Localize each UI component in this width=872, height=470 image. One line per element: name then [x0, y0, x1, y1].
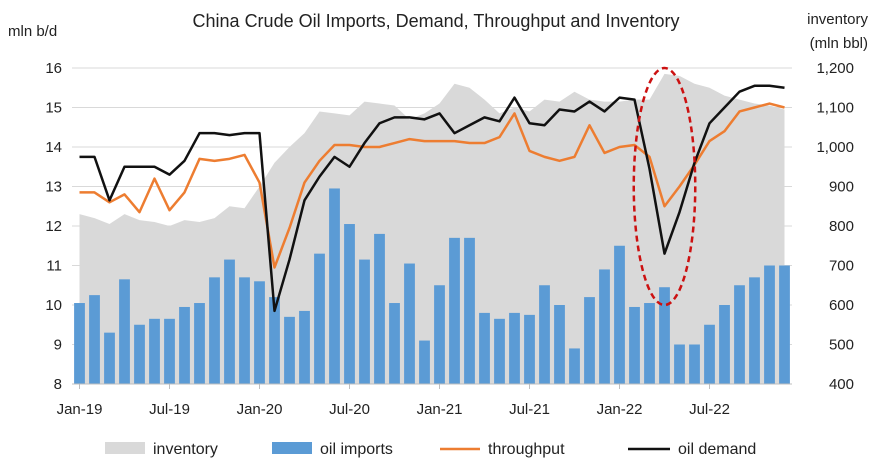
oil-imports-bar	[104, 332, 115, 384]
oil-imports-bar	[389, 303, 400, 384]
x-tick-label: Jan-19	[57, 401, 103, 418]
legend-label-oil-demand: oil demand	[678, 441, 756, 458]
oil-imports-bar	[734, 285, 745, 384]
x-tick-label: Jan-21	[417, 401, 463, 418]
y-right-tick-label: 1,000	[816, 139, 854, 156]
oil-imports-bar	[134, 324, 145, 384]
legend-swatch-oil-imports	[272, 442, 312, 454]
x-tick-label: Jul-22	[689, 401, 730, 418]
oil-imports-bar	[569, 348, 580, 384]
y-left-tick-label: 14	[45, 139, 62, 156]
oil-imports-bar	[704, 324, 715, 384]
oil-imports-bar	[419, 340, 430, 384]
oil-imports-bar	[239, 277, 250, 384]
legend-label-oil-imports: oil imports	[320, 441, 393, 458]
oil-imports-bar	[119, 279, 130, 384]
x-tick-label: Jul-19	[149, 401, 190, 418]
oil-imports-bar	[509, 312, 520, 384]
legend-label-throughput: throughput	[488, 441, 565, 458]
oil-imports-bar	[479, 312, 490, 384]
y-right-tick-label: 900	[829, 179, 854, 196]
oil-imports-bar	[179, 306, 190, 384]
highlight-ellipse	[632, 66, 697, 307]
legend: inventory oil imports throughput oil dem…	[105, 441, 756, 458]
oil-imports-bar	[344, 224, 355, 384]
y-right-tick-label: 700	[829, 258, 854, 275]
oil-imports-bar	[224, 259, 235, 384]
oil-imports-bar	[494, 318, 505, 384]
oil-imports-bar	[329, 188, 340, 384]
oil-imports-bar	[599, 269, 610, 384]
y-left-tick-label: 12	[45, 218, 62, 235]
y-left-tick-label: 15	[45, 100, 62, 117]
oil-imports-bar	[404, 263, 415, 384]
oil-imports-bar	[659, 287, 670, 384]
oil-imports-bar	[629, 306, 640, 384]
oil-imports-bar	[359, 259, 370, 384]
y-axis-right-title-line2: (mln bbl)	[810, 35, 868, 52]
y-left-tick-label: 9	[54, 337, 62, 354]
x-tick-label: Jul-21	[509, 401, 550, 418]
y-axis-right-title-line1: inventory	[807, 11, 868, 28]
y-right-tick-label: 800	[829, 218, 854, 235]
oil-imports-bar	[749, 277, 760, 384]
oil-imports-bar	[719, 305, 730, 384]
x-tick-label: Jan-22	[597, 401, 643, 418]
oil-imports-bar	[644, 303, 655, 384]
highlight-layer	[632, 66, 697, 307]
oil-imports-bar	[299, 310, 310, 384]
oil-imports-bar	[764, 265, 775, 384]
oil-imports-bar	[614, 245, 625, 384]
y-right-tick-label: 1,100	[816, 100, 854, 117]
oil-demand-line	[79, 84, 785, 313]
legend-swatch-inventory	[105, 442, 145, 454]
y-right-tick-label: 1,200	[816, 60, 854, 77]
x-tick-label: Jan-20	[237, 401, 283, 418]
x-tick-label: Jul-20	[329, 401, 370, 418]
axes-layer: 8 9 10 11 12 13 14 15 16 400 500 600 700 800 900 1,000 1…	[45, 60, 854, 418]
y-left-tick-label: 8	[54, 376, 62, 393]
oil-imports-bar	[284, 316, 295, 384]
oil-imports-bar	[584, 297, 595, 384]
throughput-line	[79, 102, 785, 269]
oil-imports-bar	[779, 265, 790, 384]
oil-imports-bar	[689, 344, 700, 384]
y-right-tick-label: 400	[829, 376, 854, 393]
y-left-tick-label: 10	[45, 297, 62, 314]
y-left-tick-label: 13	[45, 179, 62, 196]
y-left-tick-label: 11	[46, 258, 62, 275]
oil-imports-bar	[314, 253, 325, 384]
oil-imports-bar	[269, 297, 280, 384]
oil-imports-bar	[554, 305, 565, 384]
oil-imports-bar	[449, 237, 460, 384]
oil-imports-bar	[164, 318, 175, 384]
oil-imports-bar	[539, 285, 550, 384]
y-right-tick-label: 600	[829, 297, 854, 314]
legend-label-inventory: inventory	[153, 441, 218, 458]
chart-title: China Crude Oil Imports, Demand, Through…	[193, 11, 680, 31]
oil-imports-bar	[674, 344, 685, 384]
oil-imports-bar	[374, 233, 385, 384]
y-right-tick-label: 500	[829, 337, 854, 354]
y-left-tick-label: 16	[45, 60, 62, 77]
oil-imports-bar	[209, 277, 220, 384]
lines-layer	[79, 84, 785, 313]
y-axis-left-title: mln b/d	[8, 23, 57, 40]
oil-imports-bar	[194, 303, 205, 384]
oil-imports-bar	[149, 318, 160, 384]
oil-imports-bars-layer	[74, 188, 790, 384]
oil-imports-bar	[464, 237, 475, 384]
oil-imports-bar	[74, 303, 85, 384]
oil-imports-bar	[434, 285, 445, 384]
oil-imports-bar	[254, 281, 265, 384]
oil-imports-bar	[524, 314, 535, 384]
oil-imports-bar	[89, 295, 100, 384]
